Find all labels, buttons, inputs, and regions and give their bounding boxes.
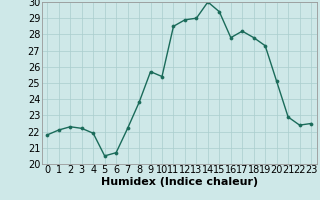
X-axis label: Humidex (Indice chaleur): Humidex (Indice chaleur) (100, 177, 258, 187)
